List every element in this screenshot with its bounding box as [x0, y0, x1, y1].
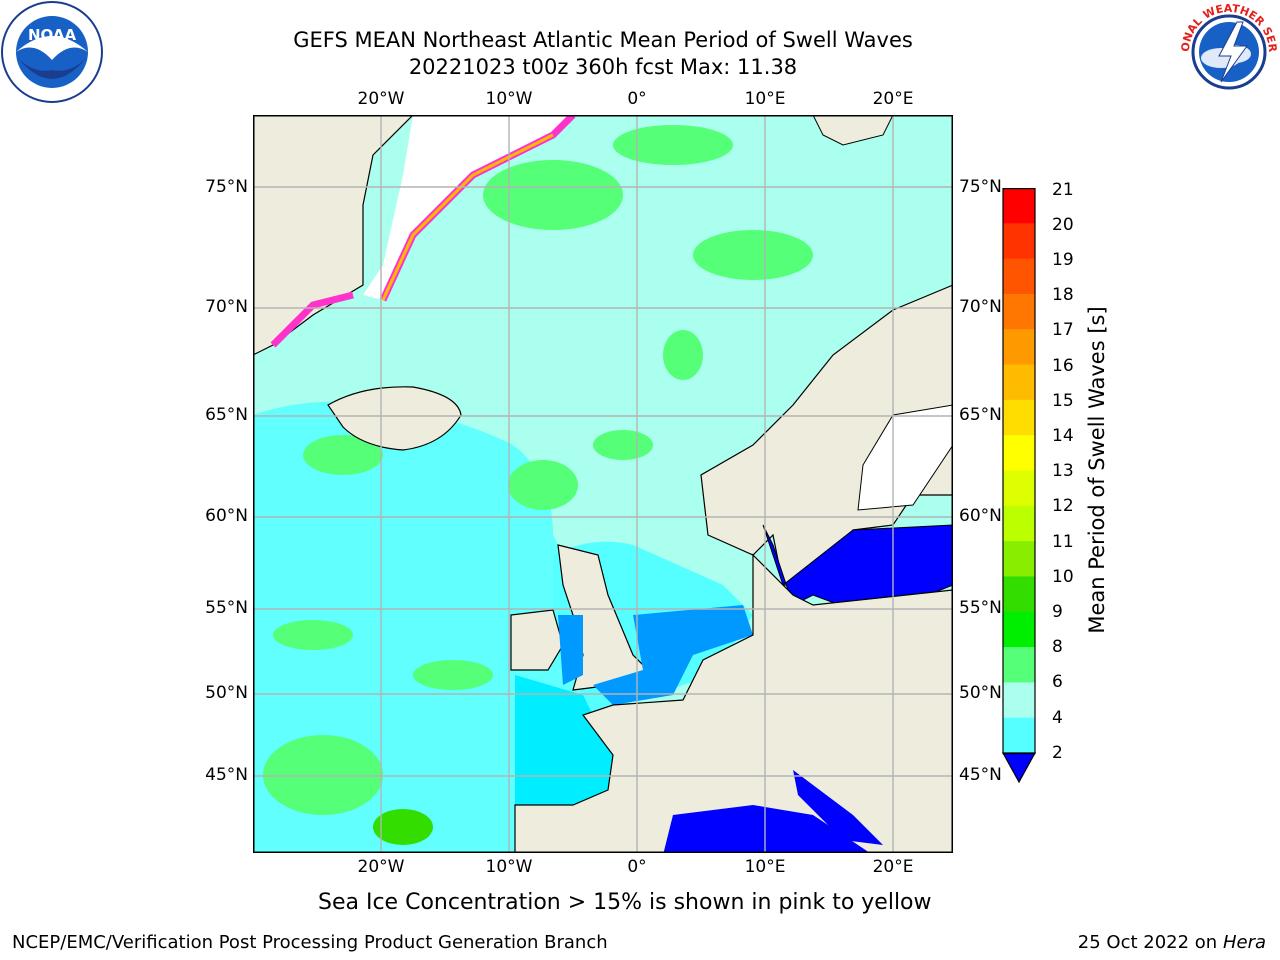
lat-label-left: 45°N [205, 765, 248, 785]
colorbar-tick: 11 [1052, 532, 1074, 552]
colorbar-tick: 20 [1052, 215, 1074, 235]
lat-label-left: 65°N [205, 405, 248, 425]
footer-credit: NCEP/EMC/Verification Post Processing Pr… [12, 932, 608, 953]
lon-label-bottom: 10°E [744, 857, 786, 877]
colorbar-segment [1003, 435, 1035, 471]
baltic-low-swell [762, 524, 953, 611]
colorbar-segment [1003, 223, 1035, 260]
swell-zone-9-10 [508, 460, 578, 510]
land-svalbard [812, 115, 894, 146]
colorbar-tick: 19 [1052, 250, 1074, 270]
colorbar-tick: 2 [1052, 743, 1063, 763]
nws-logo: NATIONAL WEATHER SERVICE [1177, 0, 1279, 102]
colorbar-tick: 16 [1052, 356, 1074, 376]
lat-label-left: 75°N [205, 177, 248, 197]
lon-label-bottom: 20°E [872, 857, 914, 877]
land-ireland [510, 609, 564, 671]
colorbar-title: Mean Period of Swell Waves [s] [1085, 306, 1109, 634]
lon-label-bottom: 10°W [485, 857, 533, 877]
land-scandinavia [700, 284, 953, 586]
lat-label-right: 50°N [959, 683, 1002, 703]
colorbar-segment [1003, 682, 1035, 719]
lon-label-top: 20°E [872, 89, 914, 109]
footer-date-text: 25 Oct 2022 on [1077, 932, 1223, 953]
colorbar-tick: 13 [1052, 461, 1074, 481]
swell-period-map [253, 115, 953, 853]
lat-label-right: 60°N [959, 506, 1002, 526]
lat-label-right: 75°N [959, 177, 1002, 197]
sea-ice-note: Sea Ice Concentration > 15% is shown in … [318, 890, 932, 915]
lon-label-top: 0° [627, 89, 647, 109]
lat-label-left: 55°N [205, 598, 248, 618]
colorbar-tick: 21 [1052, 180, 1074, 200]
adriatic-low-swell [793, 770, 883, 845]
inland-white [857, 404, 953, 511]
colorbar-segment [1003, 541, 1035, 577]
colorbar-segment [1003, 647, 1035, 683]
lat-label-left: 70°N [205, 297, 248, 317]
lon-label-top: 10°E [744, 89, 786, 109]
swell-zone-9-10 [613, 125, 733, 165]
lat-label-right: 45°N [959, 765, 1002, 785]
sea-ice-edge [270, 291, 354, 348]
lat-label-right: 55°N [959, 598, 1002, 618]
sea-ice [363, 115, 573, 300]
mediterranean-low-swell [663, 805, 870, 853]
lat-label-left: 60°N [205, 506, 248, 526]
colorbar-tick: 9 [1052, 602, 1063, 622]
colorbar-tick: 4 [1052, 708, 1063, 728]
colorbar-tick: 12 [1052, 496, 1074, 516]
land-greenland [253, 115, 414, 356]
swell-zone-9-10 [263, 735, 383, 815]
swell-zone-9-10 [663, 330, 703, 380]
lat-label-left: 50°N [205, 683, 248, 703]
colorbar-segment [1003, 188, 1035, 224]
irish-sea-low-swell [558, 615, 583, 685]
noaa-logo: NOAA [1, 1, 103, 103]
colorbar-segment [1003, 399, 1035, 436]
colorbar-tick: 17 [1052, 320, 1074, 340]
svg-text:NOAA: NOAA [28, 26, 77, 44]
swell-zone-9-10 [483, 160, 623, 230]
colorbar-tick: 10 [1052, 567, 1074, 587]
footer-machine: Hera [1222, 932, 1266, 953]
colorbar-segment [1003, 505, 1035, 542]
lon-label-top: 10°W [485, 89, 533, 109]
colorbar-tick: 14 [1052, 426, 1074, 446]
map-title: GEFS MEAN Northeast Atlantic Mean Period… [293, 28, 913, 52]
north-sea-low-swell [593, 605, 753, 705]
swell-zone-9-10 [693, 230, 813, 280]
colorbar-tick: 15 [1052, 391, 1074, 411]
colorbar-segment [1003, 364, 1035, 401]
swell-zone-9-10 [303, 435, 383, 475]
colorbar-frame [1002, 188, 1036, 755]
colorbar-segment [1003, 293, 1035, 330]
lat-label-right: 65°N [959, 405, 1002, 425]
colorbar-segment [1003, 576, 1035, 613]
colorbar-segment [1003, 717, 1035, 754]
lon-label-top: 20°W [357, 89, 405, 109]
colorbar-segment [1003, 329, 1035, 366]
land-iceland [327, 386, 462, 451]
lon-label-bottom: 0° [627, 857, 647, 877]
colorbar-segment [1003, 470, 1035, 507]
footer-date: 25 Oct 2022 on Hera [1078, 932, 1266, 953]
map-subtitle: 20221023 t00z 360h fcst Max: 11.38 [408, 55, 798, 79]
swell-zone-9-10 [413, 660, 493, 690]
colorbar [1002, 188, 1036, 783]
sea-ice-edge [381, 133, 554, 301]
colorbar-extend-arrow [1002, 752, 1036, 783]
lat-label-right: 70°N [959, 297, 1002, 317]
lon-label-bottom: 20°W [357, 857, 405, 877]
land-europe [514, 553, 953, 853]
colorbar-segment [1003, 258, 1035, 295]
graticule [253, 115, 953, 853]
swell-zone-9-10 [273, 620, 353, 650]
swell-zone-11 [373, 809, 433, 845]
colorbar-tick: 6 [1052, 672, 1063, 692]
colorbar-tick: 8 [1052, 637, 1063, 657]
swell-zone-9-10 [593, 430, 653, 460]
colorbar-tick: 18 [1052, 285, 1074, 305]
colorbar-segment [1003, 611, 1035, 648]
